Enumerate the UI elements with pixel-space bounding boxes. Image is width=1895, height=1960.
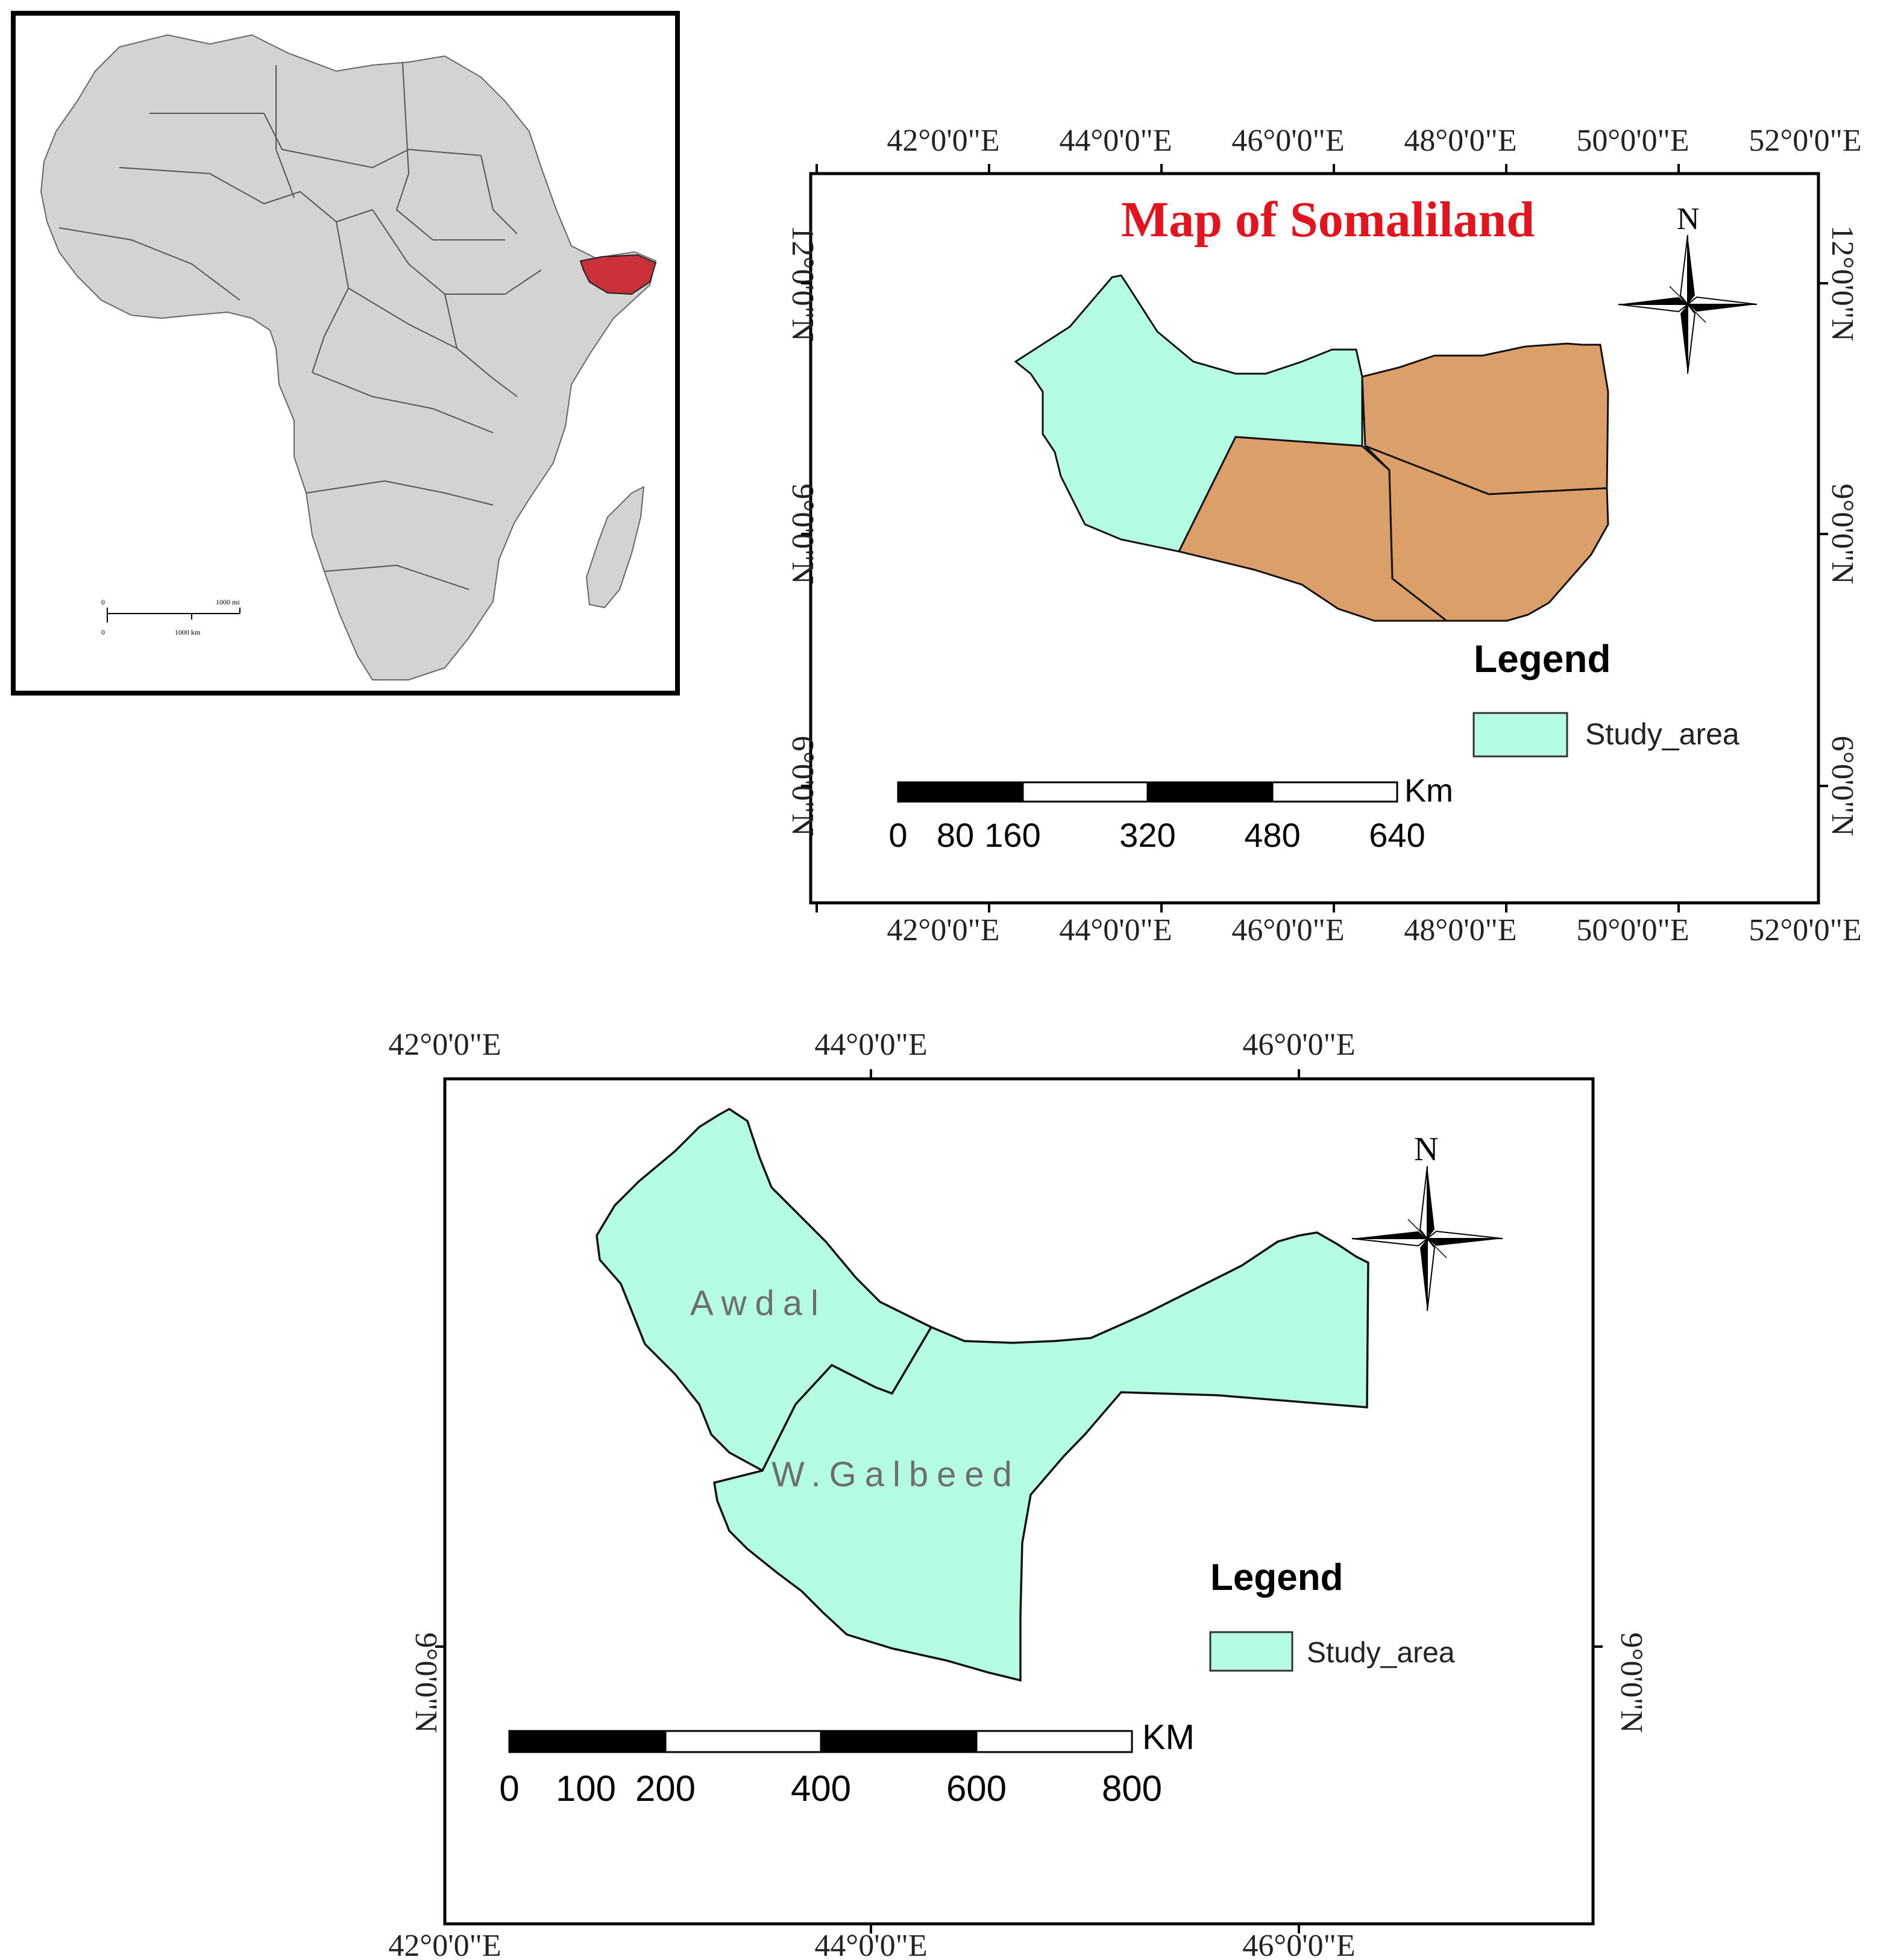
- scale-tick-label: 160: [984, 816, 1040, 854]
- region-label-awdal: Awdal: [690, 1284, 827, 1323]
- scale-tick-label: 600: [946, 1768, 1007, 1809]
- lon-label-bottom: 46°0'0"E: [1231, 913, 1344, 947]
- lon-label-bottom: 44°0'0"E: [1059, 913, 1172, 947]
- somaliland-regions: [1014, 274, 1609, 622]
- scale-tick-label: 0: [888, 816, 907, 854]
- lon-label-top: 50°0'0"E: [1576, 124, 1689, 158]
- other-region-south: [1177, 436, 1450, 622]
- study-area-map: 42°0'0"E 44°0'0"E 46°0'0"E 42°0'0"E 44°0'0"…: [362, 1013, 1688, 1960]
- legend-swatch: [1472, 712, 1568, 758]
- scale-tick-label: 200: [635, 1768, 696, 1809]
- africa-landmass: [40, 34, 657, 680]
- region-label-w-galbeed: W.Galbeed: [772, 1455, 1020, 1494]
- scale-tick-label: 800: [1102, 1768, 1162, 1809]
- region-w-galbeed: [713, 1231, 1369, 1682]
- north-label: N: [1677, 202, 1700, 236]
- lon-label-bottom: 52°0'0"E: [1749, 913, 1861, 947]
- somaliland-highlight: [579, 254, 657, 295]
- lon-label-top: 48°0'0"E: [1404, 124, 1516, 158]
- scale-bar: [897, 781, 1398, 803]
- inset-scale-bar: [107, 608, 240, 623]
- lon-label-bottom: 50°0'0"E: [1576, 913, 1689, 947]
- legend-item-label: Study_area: [1585, 717, 1739, 751]
- map-title: Map of Somaliland: [1121, 192, 1535, 248]
- legend-item-label: Study_area: [1307, 1637, 1455, 1669]
- lat-label-right: 9°0'0"N: [1614, 1633, 1648, 1733]
- lat-label-right: 12°0'0"N: [1825, 225, 1859, 342]
- africa-inset: 0 1000 mi 0 1000 km: [11, 11, 680, 696]
- lon-label-bottom: 42°0'0"E: [887, 913, 999, 947]
- legend-swatch: [1209, 1631, 1293, 1672]
- scale-tick-label: 80: [937, 816, 974, 854]
- lon-label-top: 46°0'0"E: [1242, 1028, 1355, 1062]
- north-label: N: [1414, 1131, 1438, 1168]
- inset-scale-bottom-label: 1000 km: [175, 628, 201, 636]
- country-borders: [58, 61, 542, 590]
- scale-tick-label: 640: [1369, 816, 1425, 854]
- somaliland-map: 42°0'0"E 44°0'0"E 46°0'0"E 48°0'0"E 50°0'0"E…: [735, 108, 1895, 976]
- lon-label-top: 44°0'0"E: [1059, 124, 1172, 158]
- scale-unit: Km: [1404, 773, 1453, 809]
- inset-scale-bottom-zero: 0: [101, 628, 105, 636]
- scale-bar: [508, 1730, 1133, 1753]
- lat-label-right: 9°0'0"N: [1825, 484, 1859, 585]
- scale-unit: KM: [1142, 1718, 1195, 1757]
- lon-label-top: 46°0'0"E: [1231, 124, 1344, 158]
- north-arrow: N: [1351, 1131, 1503, 1311]
- lon-label-top: 42°0'0"E: [887, 124, 999, 158]
- scale-tick-label: 100: [556, 1768, 616, 1809]
- study-area-regions: [596, 1107, 1369, 1682]
- legend-title: Legend: [1474, 637, 1611, 680]
- madagascar: [585, 486, 645, 609]
- study-area-region: [1014, 274, 1363, 553]
- scale-tick-label: 400: [791, 1768, 851, 1809]
- inset-scale-top-zero: 0: [101, 598, 105, 606]
- lon-label-top: 44°0'0"E: [814, 1028, 927, 1062]
- legend-title: Legend: [1210, 1557, 1343, 1598]
- lon-label-top: 52°0'0"E: [1749, 124, 1861, 158]
- lon-label-bottom: 48°0'0"E: [1404, 913, 1516, 947]
- lat-label-right: 6°0'0"N: [1825, 736, 1859, 837]
- lon-label-bottom: 46°0'0"E: [1242, 1929, 1355, 1960]
- scale-tick-label: 480: [1244, 816, 1300, 854]
- lon-label-bottom: 44°0'0"E: [814, 1929, 927, 1960]
- lon-label-bottom: 42°0'0"E: [388, 1929, 501, 1960]
- lon-label-top: 42°0'0"E: [388, 1028, 501, 1062]
- inset-scale-top-label: 1000 mi: [216, 598, 240, 606]
- scale-tick-label: 320: [1119, 816, 1175, 854]
- scale-tick-label: 0: [499, 1768, 519, 1809]
- lat-label-left: 9°0'0"N: [409, 1633, 443, 1733]
- north-arrow: N: [1618, 202, 1758, 374]
